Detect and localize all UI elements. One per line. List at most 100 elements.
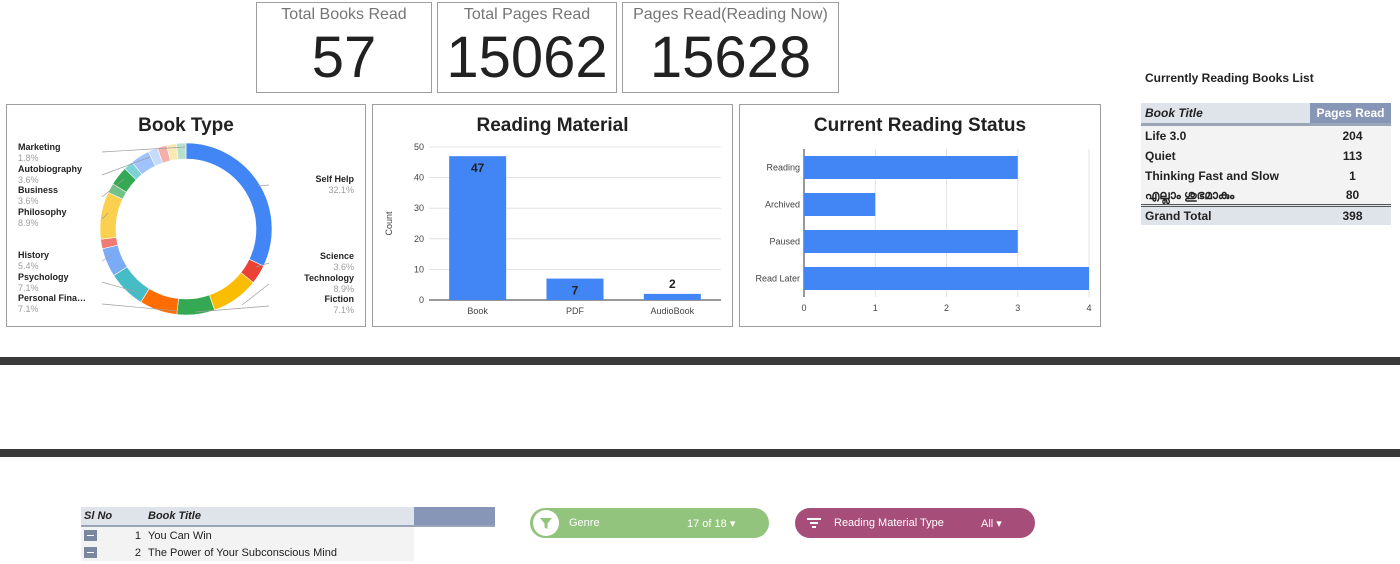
donut-pct-business: 3.6%: [18, 196, 39, 206]
donut-leader-line: [255, 262, 270, 268]
header-sl-no: Sl No: [81, 507, 144, 525]
row-pages: 1: [1349, 169, 1356, 183]
reading-material-panel: Reading Material 0 10 20 30 40 50 Count 47 Book 7…: [372, 104, 733, 327]
book-list-header: Sl No Book Title: [81, 507, 495, 527]
bar-pdf[interactable]: [546, 278, 604, 300]
filter-icon: [533, 510, 559, 536]
kpi-value: 15628: [649, 25, 812, 90]
donut-label-business: Business: [18, 185, 59, 195]
y-tick-label: Archived: [765, 200, 800, 210]
donut-label-science: Science: [319, 251, 354, 261]
donut-label-autobiography: Autobiography: [18, 164, 82, 174]
x-tick-label: PDF: [566, 306, 585, 316]
donut-pct-personal-finance: 7.1%: [18, 304, 39, 314]
kpi-total-books: Total Books Read 57: [256, 2, 432, 93]
minus-icon: [87, 535, 94, 536]
donut-pct-self-help: 32.1%: [328, 185, 354, 195]
table-row: എല്ലാം ശുഭമാകും 80: [1141, 186, 1391, 204]
donut-label-fiction: Fiction: [324, 294, 355, 304]
y-tick-label: 30: [414, 203, 424, 213]
material-filter-chip[interactable]: Reading Material Type All ▾: [795, 508, 1035, 538]
material-filter-value: All ▾: [981, 518, 1002, 530]
y-tick-label: Reading: [766, 163, 800, 173]
kpi-pages-reading-now: Pages Read(Reading Now) 15628: [622, 2, 839, 93]
x-tick-label: Book: [467, 306, 488, 316]
donut-slice-philosophy[interactable]: [99, 191, 124, 240]
material-filter-label: Reading Material Type: [834, 517, 944, 529]
current-list-header: Book Title Pages Read: [1141, 103, 1391, 126]
bar-read-later[interactable]: [804, 267, 1089, 290]
filter-list-icon: [807, 518, 821, 528]
genre-filter-chip[interactable]: Genre 17 of 18 ▾: [530, 508, 769, 538]
donut-slice-marketing[interactable]: [175, 142, 187, 160]
table-row: 1 You Can Win: [81, 527, 414, 544]
donut-slice-self-help[interactable]: [185, 142, 273, 267]
y-tick-label: 20: [414, 234, 424, 244]
book-type-title: Book Type: [138, 115, 234, 136]
y-tick-label: 50: [414, 142, 424, 152]
kpi-label: Pages Read(Reading Now): [633, 6, 828, 23]
grand-total-label: Grand Total: [1145, 209, 1212, 223]
row-book-title: The Power of Your Subconscious Mind: [148, 546, 337, 559]
donut-label-technology: Technology: [304, 273, 354, 283]
donut-pct-history: 5.4%: [18, 261, 39, 271]
bar-archived[interactable]: [804, 193, 876, 216]
row-sl-no: 1: [134, 529, 141, 542]
table-row: Life 3.0 204: [1141, 126, 1391, 146]
header-book-title: Book Title: [1141, 103, 1310, 123]
reading-status-title: Current Reading Status: [813, 115, 1027, 136]
donut-leader-line: [194, 305, 270, 313]
grand-total-value: 398: [1342, 209, 1363, 223]
book-type-donut: [99, 142, 273, 316]
donut-leader-line: [101, 303, 179, 312]
kpi-total-pages: Total Pages Read 15062: [437, 2, 617, 93]
minus-icon: [87, 552, 94, 553]
donut-leader-line: [101, 281, 138, 293]
row-title: Quiet: [1145, 149, 1176, 163]
donut-label-history: History: [18, 250, 50, 260]
table-row: 2 The Power of Your Subconscious Mind: [81, 544, 414, 561]
row-pages: 80: [1345, 188, 1360, 202]
row-collapse-button[interactable]: [84, 530, 97, 541]
donut-label-psychology: Psychology: [18, 272, 69, 282]
row-title: Thinking Fast and Slow: [1145, 169, 1280, 183]
y-tick-label: 0: [419, 295, 424, 305]
bar-value-label: 7: [572, 284, 579, 298]
kpi-label: Total Books Read: [281, 6, 407, 23]
donut-label-marketing: Marketing: [18, 142, 61, 152]
x-tick-label: 2: [944, 303, 949, 313]
bar-audiobook[interactable]: [643, 293, 701, 300]
header-extra-column: [414, 507, 495, 525]
reading-status-panel: Current Reading Status 0 1 2 3 4 Reading Archi…: [739, 104, 1101, 327]
donut-pct-autobiography: 3.6%: [18, 175, 39, 185]
current-list-table: Book Title Pages Read Life 3.0 204 Quiet…: [1141, 103, 1391, 225]
y-axis-label: Count: [384, 211, 394, 236]
reading-material-chart: 0 10 20 30 40 50 Count 47 Book 7 PDF 2 AudioBook: [384, 142, 721, 316]
x-tick-label: 1: [873, 303, 878, 313]
bar-reading[interactable]: [804, 156, 1018, 179]
donut-pct-science: 3.6%: [333, 262, 354, 272]
donut-leader-line: [257, 184, 270, 187]
x-tick-label: 3: [1015, 303, 1020, 313]
kpi-label: Total Pages Read: [463, 6, 591, 23]
section-divider-top: [0, 357, 1400, 365]
x-tick-label: 4: [1086, 303, 1091, 313]
donut-leader-line: [101, 146, 186, 153]
current-list-title: Currently Reading Books List: [1145, 71, 1314, 85]
bar-value-label: 47: [471, 161, 485, 175]
grand-total-row: Grand Total 398: [1141, 204, 1391, 225]
row-collapse-button[interactable]: [84, 547, 97, 558]
row-book-title: You Can Win: [148, 529, 212, 542]
reading-material-title: Reading Material: [476, 115, 629, 136]
bar-book[interactable]: [449, 156, 507, 300]
donut-pct-technology: 8.9%: [333, 284, 354, 294]
reading-status-chart: 0 1 2 3 4 Reading Archived Paused Read Later: [755, 149, 1092, 313]
row-title: എല്ലാം ശുഭമാകും: [1145, 187, 1235, 202]
donut-slice-technology[interactable]: [208, 272, 254, 311]
y-tick-label: 40: [414, 173, 424, 183]
header-pages-read: Pages Read: [1310, 103, 1391, 123]
header-book-title: Book Title: [144, 507, 414, 525]
donut-label-self-help: Self Help: [315, 174, 354, 184]
row-title: Life 3.0: [1145, 129, 1187, 143]
bar-paused[interactable]: [804, 230, 1018, 253]
